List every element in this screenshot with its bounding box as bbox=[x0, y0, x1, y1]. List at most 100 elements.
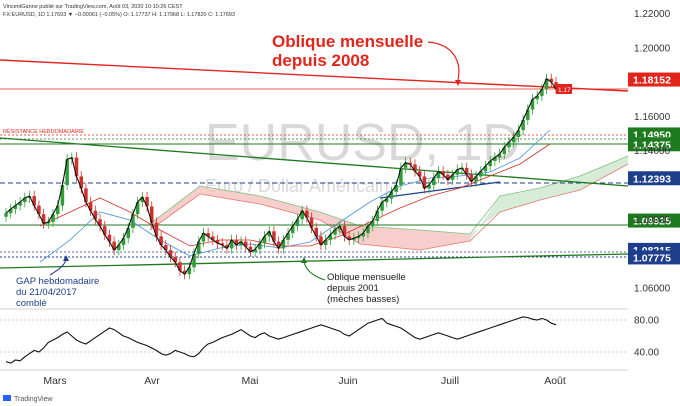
candlestick-series bbox=[4, 73, 558, 280]
candle-body bbox=[79, 176, 83, 189]
candle-body bbox=[493, 157, 497, 161]
annotation-arrow-2008 bbox=[427, 41, 460, 81]
channel-line-blue bbox=[379, 181, 501, 199]
candle-body bbox=[131, 214, 135, 228]
candle-body bbox=[352, 238, 356, 240]
candle-body bbox=[290, 226, 295, 233]
candle-body bbox=[276, 241, 281, 249]
candle-body bbox=[319, 236, 323, 245]
monthly-trendline-2008 bbox=[0, 59, 629, 92]
candle-body bbox=[394, 185, 398, 192]
moving-average-blue bbox=[39, 129, 551, 263]
candle-body bbox=[18, 202, 22, 206]
candle-body bbox=[488, 161, 492, 167]
candle-body bbox=[262, 236, 267, 244]
candle-body bbox=[389, 191, 394, 199]
candle-body bbox=[234, 239, 239, 245]
candle-body bbox=[154, 222, 159, 237]
candle-body bbox=[333, 229, 337, 235]
price-badge bbox=[628, 213, 680, 228]
annotation-weekly-resistance: RÉSISTANCE HEBDOMADAIRE bbox=[3, 128, 84, 135]
price-badges: 1.181521.149501.143751.123931.099251.082… bbox=[556, 72, 680, 265]
candle-body bbox=[474, 176, 478, 182]
candle-body bbox=[417, 171, 422, 177]
publisher-text: VincentGanne publié sur TradingView.com,… bbox=[3, 4, 183, 10]
candle-body bbox=[347, 236, 351, 240]
arrowhead-gap-icon bbox=[63, 255, 69, 261]
oscillator-tick-label: 40.00 bbox=[634, 348, 659, 359]
candle-body bbox=[149, 206, 154, 223]
annotation-monthly-2001-line3: (mèches basses) bbox=[327, 294, 399, 305]
candle-body bbox=[102, 226, 107, 235]
annotation-arrow-gap bbox=[49, 259, 67, 276]
annotation-gap-line3: comblé bbox=[16, 298, 47, 309]
candle-body bbox=[403, 162, 408, 168]
candle-body bbox=[497, 154, 502, 158]
candle-body bbox=[8, 209, 13, 214]
candle-body bbox=[544, 78, 549, 89]
candle-body bbox=[182, 270, 187, 275]
tradingview-logo-text: TradingView bbox=[14, 396, 53, 403]
x-axis-month-label: Juin bbox=[338, 375, 357, 387]
price-tick-label: 1.06000 bbox=[634, 283, 671, 294]
candle-body bbox=[300, 210, 304, 220]
candle-body bbox=[112, 241, 116, 251]
candle-body bbox=[422, 176, 427, 189]
price-tick-label: 1.22000 bbox=[634, 9, 671, 20]
candle-body bbox=[432, 178, 436, 185]
candle-body bbox=[32, 196, 36, 206]
weekly-trendline-green bbox=[0, 137, 629, 187]
candle-body bbox=[192, 253, 196, 268]
candle-body bbox=[248, 246, 253, 252]
candle-body bbox=[507, 142, 511, 148]
candle-body bbox=[483, 166, 488, 172]
candle-body bbox=[121, 238, 126, 245]
candle-body bbox=[446, 174, 450, 180]
candle-body bbox=[535, 95, 539, 100]
price-badge-label: 1.07775 bbox=[633, 252, 671, 264]
candle-body bbox=[60, 185, 65, 206]
candle-body bbox=[65, 159, 69, 185]
candle-body bbox=[521, 119, 525, 131]
candle-body bbox=[540, 89, 544, 96]
oscillator-tick-label: 80.00 bbox=[634, 316, 659, 327]
oscillator-line bbox=[5, 316, 557, 364]
tradingview-logo-icon bbox=[3, 395, 11, 401]
candle-body bbox=[98, 219, 102, 227]
candle-body bbox=[441, 171, 445, 175]
candle-body bbox=[370, 221, 375, 227]
oscillator-axis: 80.00 40.00 bbox=[634, 316, 659, 359]
candle-body bbox=[464, 167, 469, 175]
candle-body bbox=[196, 241, 201, 254]
candle-body bbox=[413, 164, 417, 172]
candle-body bbox=[286, 233, 290, 240]
x-axis-month-label: Mars bbox=[43, 375, 66, 387]
candle-body bbox=[366, 226, 370, 233]
candle-body bbox=[526, 109, 530, 120]
candle-body bbox=[479, 171, 483, 177]
candle-body bbox=[436, 171, 441, 179]
candle-body bbox=[211, 236, 215, 240]
watermark-symbol: EURUSD, 1D bbox=[205, 114, 520, 172]
candle-body bbox=[361, 233, 366, 237]
candle-body bbox=[84, 188, 88, 203]
annotation-monthly-2008-line1: Oblique mensuelle bbox=[272, 32, 423, 51]
ichimoku-cloud-bearish bbox=[150, 186, 470, 250]
price-axis: 1.22000 1.20000 1.16000 1.14000 1.10000 1.060… bbox=[634, 9, 671, 294]
candle-body bbox=[187, 267, 192, 275]
x-axis-month-label: Avr bbox=[144, 375, 160, 387]
candle-body bbox=[13, 205, 18, 209]
monthly-trendline-2001 bbox=[0, 253, 629, 269]
candle-body bbox=[267, 231, 272, 237]
arrowhead-2001-icon bbox=[301, 257, 307, 263]
candle-body bbox=[173, 257, 177, 263]
candle-body bbox=[229, 239, 234, 249]
candle-body bbox=[253, 249, 257, 252]
candle-body bbox=[41, 214, 46, 224]
current-price-label: 1.17 bbox=[558, 87, 571, 94]
price-close-line bbox=[5, 77, 557, 275]
candle-body bbox=[328, 234, 333, 240]
candle-body bbox=[215, 239, 220, 244]
candle-body bbox=[427, 185, 431, 189]
